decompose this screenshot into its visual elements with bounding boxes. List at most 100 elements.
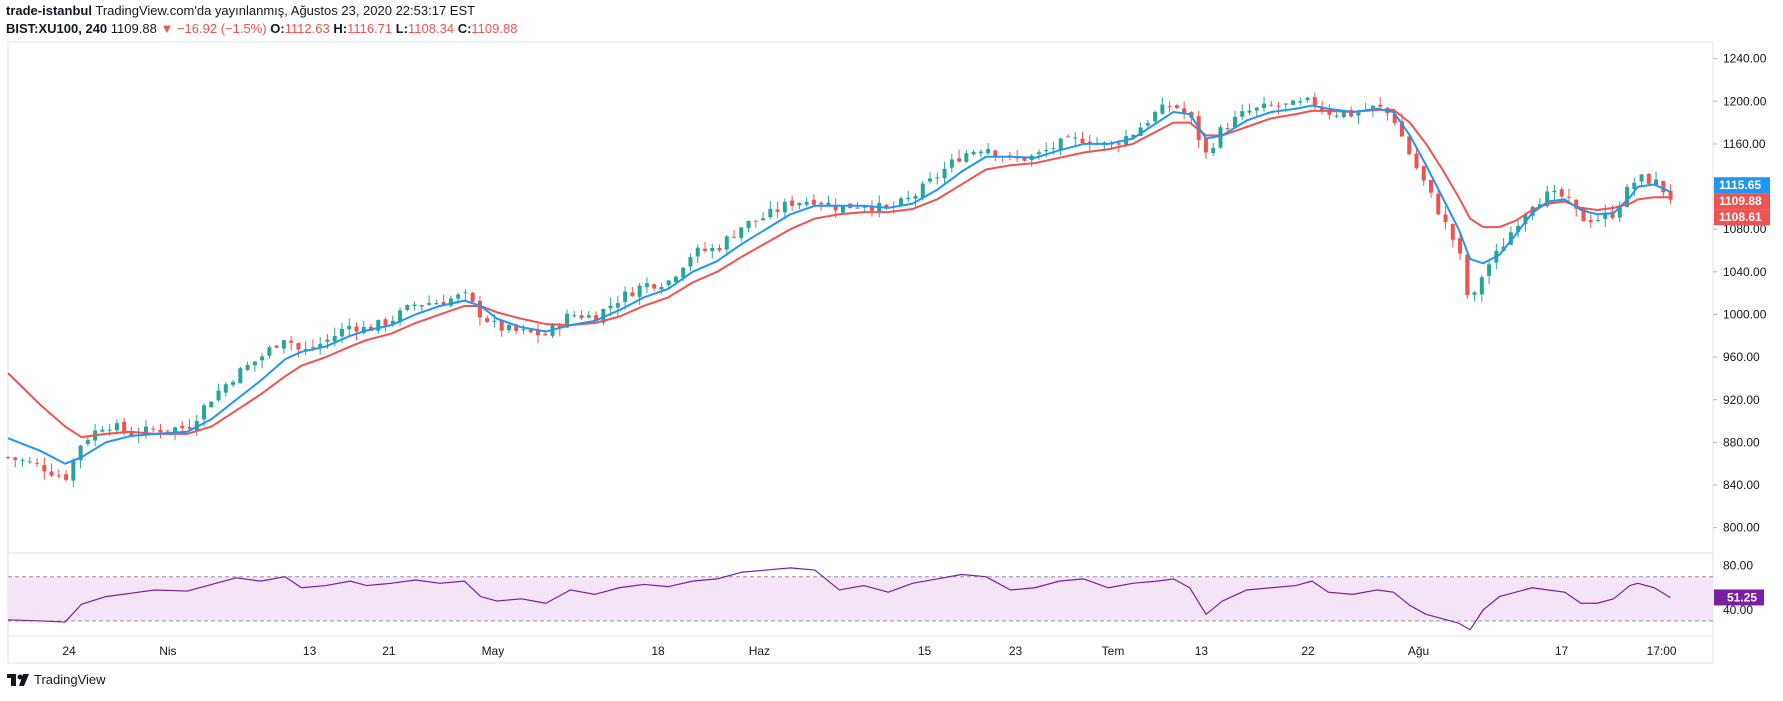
candle [1291, 100, 1296, 105]
candle [1131, 134, 1136, 138]
candle [1218, 127, 1223, 148]
candle [993, 150, 998, 156]
candle [935, 177, 940, 179]
candle [862, 206, 867, 208]
candle [100, 429, 105, 432]
candle [223, 384, 228, 393]
x-tick-label: 13 [303, 644, 317, 658]
candle [267, 347, 272, 356]
y-tick-label: 1040.00 [1723, 265, 1767, 279]
candle [1552, 190, 1557, 193]
candle [1487, 264, 1492, 276]
candle [1211, 147, 1216, 154]
candle [1414, 153, 1419, 168]
candle [623, 291, 628, 303]
y-tick-label: 800.00 [1723, 521, 1760, 535]
last-price: 1109.88 [110, 21, 157, 36]
candle [1392, 113, 1397, 124]
candle [572, 315, 577, 317]
open-label: O: [270, 21, 285, 36]
candle [695, 247, 700, 257]
candle [318, 343, 323, 347]
publish-info: trade-istanbul TradingView.com'da yayınl… [6, 3, 475, 18]
candle [957, 158, 962, 162]
x-tick-label: May [482, 644, 505, 658]
candle [1080, 138, 1085, 144]
x-tick-label: Nis [159, 644, 176, 658]
candle [1327, 110, 1332, 115]
high-label: H: [333, 21, 348, 36]
candle [281, 340, 286, 349]
candle [652, 284, 657, 289]
publisher-name[interactable]: trade-istanbul [6, 3, 92, 18]
x-tick-label: 17:00 [1647, 644, 1677, 658]
candle [78, 445, 83, 461]
candle [354, 326, 359, 332]
candle [151, 428, 156, 430]
change-down-icon: ▼ [160, 21, 174, 36]
candle [27, 461, 32, 463]
candle [1407, 136, 1412, 155]
candle [260, 356, 265, 361]
x-tick-label: 22 [1301, 644, 1315, 658]
candle [579, 315, 584, 319]
candle [49, 471, 54, 476]
candle [1138, 127, 1143, 136]
candle [666, 280, 671, 286]
candle [594, 315, 599, 321]
candle [1421, 166, 1426, 181]
x-tick-label: 21 [382, 644, 396, 658]
candle [1458, 238, 1463, 254]
candle [1254, 107, 1259, 111]
candle [528, 329, 533, 333]
candle [1174, 105, 1179, 108]
rsi-line [7, 567, 1671, 631]
candle [427, 303, 432, 305]
candle [978, 151, 983, 154]
candle [1160, 104, 1165, 114]
y-tick-label: 920.00 [1723, 393, 1760, 407]
candle [434, 303, 439, 305]
ema-slow-line [7, 108, 1671, 439]
symbol-label[interactable]: BIST:XU100, 240 [6, 21, 108, 36]
candle [1167, 106, 1172, 108]
candle [1044, 150, 1049, 152]
candle [1559, 189, 1564, 197]
candle [826, 202, 831, 205]
x-tick-label: Tem [1102, 644, 1125, 658]
candle [1022, 157, 1027, 161]
y-tick-label: 1080.00 [1723, 222, 1767, 236]
candle [768, 208, 773, 218]
y-tick-label: 1240.00 [1723, 52, 1767, 66]
candle [1566, 196, 1571, 198]
candle [158, 429, 163, 433]
candle [1065, 136, 1070, 138]
candle [811, 199, 816, 205]
candle [615, 303, 620, 308]
candles [6, 92, 1673, 488]
candle [245, 364, 250, 370]
candle [1661, 180, 1666, 193]
candle [470, 292, 475, 302]
candle [899, 198, 904, 206]
rsi-tick-label: 80.00 [1723, 559, 1753, 573]
candle [216, 390, 221, 401]
candle [499, 320, 504, 331]
change-value: −16.92 (−1.5%) [176, 21, 267, 36]
candle [1370, 105, 1375, 110]
candle [296, 343, 301, 350]
y-tick-label: 1160.00 [1723, 137, 1766, 151]
candle [6, 457, 10, 459]
price-label-box [1714, 177, 1770, 194]
candle [390, 320, 395, 324]
candle [42, 465, 47, 472]
candle [724, 236, 729, 250]
candle [172, 427, 177, 432]
candle [1269, 104, 1274, 106]
ohlc-legend: BIST:XU100, 240 1109.88 ▼ −16.92 (−1.5%)… [6, 21, 517, 36]
candle [644, 283, 649, 288]
candle [1334, 115, 1339, 117]
candle [971, 151, 976, 155]
candle [790, 200, 795, 206]
